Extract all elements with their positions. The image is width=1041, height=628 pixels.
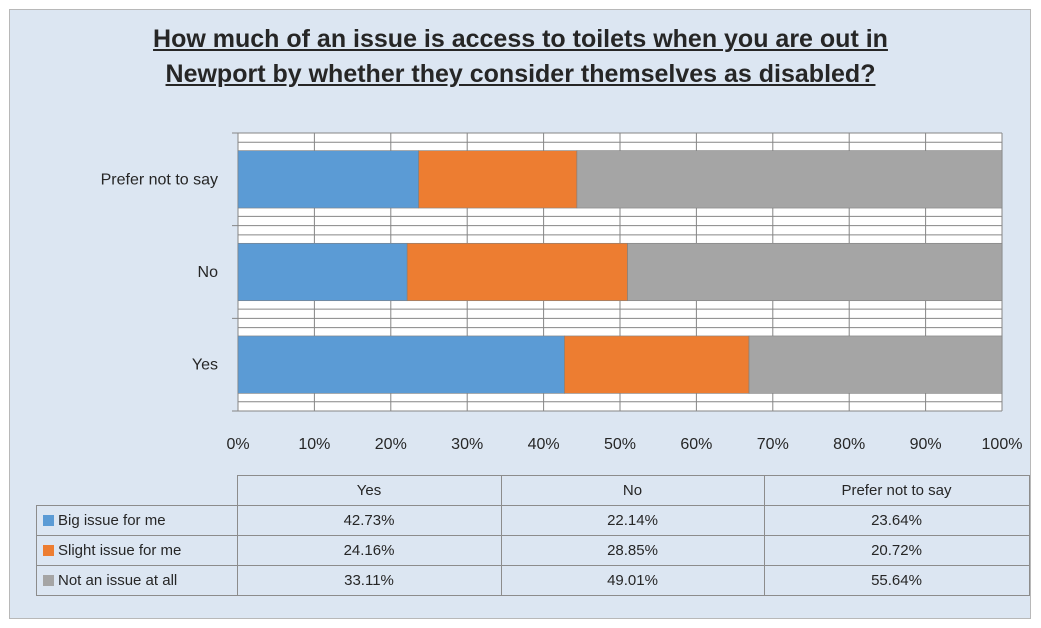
y-category-label: No [198,264,219,281]
chart-title: How much of an issue is access to toilet… [0,22,1041,92]
x-tick-label: 20% [375,436,407,453]
x-tick-label: 100% [982,436,1023,453]
data-table-cell: 55.64% [763,565,1030,596]
data-table-row-label: Big issue for me [36,505,238,536]
data-table-header-no: No [500,475,765,506]
legend-entry-label: Slight issue for me [58,542,182,559]
data-table-row-label: Slight issue for me [36,535,238,566]
x-tick-label: 10% [298,436,330,453]
y-category-label: Yes [192,357,218,374]
x-tick-label: 80% [833,436,865,453]
data-table-corner [36,475,238,506]
data-table-cell: 24.16% [236,535,502,566]
bar-prefer-not-to-say-series-2 [576,150,1003,209]
bar-yes-series-0 [237,335,565,394]
data-table-header-prefer-not: Prefer not to say [763,475,1030,506]
bar-no-series-2 [627,242,1003,302]
legend-key-icon [43,515,54,526]
data-table-row: Not an issue at all 33.11% 49.01% 55.64% [36,565,1030,596]
y-category-label: Prefer not to say [101,171,218,188]
stacked-bar-plot: 0% 10% 20% 30% 40% 50% 60% 70% 80% 90% 100% Prefer … [101,132,1023,453]
x-tick-label: 0% [226,436,249,453]
x-tick-label: 90% [910,436,942,453]
x-tick-label: 60% [680,436,712,453]
x-tick-label: 30% [451,436,483,453]
bar-yes-series-1 [564,335,750,394]
data-table-cell: 22.14% [500,505,765,536]
data-table-header-row: Yes No Prefer not to say [36,475,1030,506]
chart-title-line-2: Newport by whether they consider themsel… [165,60,876,88]
bar-prefer-not-to-say-series-0 [237,150,419,209]
data-table-cell: 42.73% [236,505,502,536]
x-tick-label: 50% [604,436,636,453]
data-table-header-yes: Yes [236,475,502,506]
data-table-cell: 23.64% [763,505,1030,536]
legend-key-icon [43,545,54,556]
bar-no-series-1 [406,242,628,302]
x-tick-label: 70% [757,436,789,453]
data-table: Yes No Prefer not to say Big issue for m… [36,475,1030,596]
chart-title-line-1: How much of an issue is access to toilet… [153,25,888,53]
data-table-row: Slight issue for me 24.16% 28.85% 20.72% [36,535,1030,566]
bar-prefer-not-to-say-series-1 [418,150,578,209]
legend-entry-label: Big issue for me [58,512,166,529]
data-table-cell: 49.01% [500,565,765,596]
bar-yes-series-2 [748,335,1003,394]
legend-key-icon [43,575,54,586]
legend-entry-label: Not an issue at all [58,572,178,589]
bar-no-series-0 [237,242,408,302]
data-table-cell: 28.85% [500,535,765,566]
data-table-cell: 20.72% [763,535,1030,566]
data-table-row: Big issue for me 42.73% 22.14% 23.64% [36,505,1030,536]
data-table-cell: 33.11% [236,565,502,596]
x-tick-label: 40% [528,436,560,453]
data-table-row-label: Not an issue at all [36,565,238,596]
